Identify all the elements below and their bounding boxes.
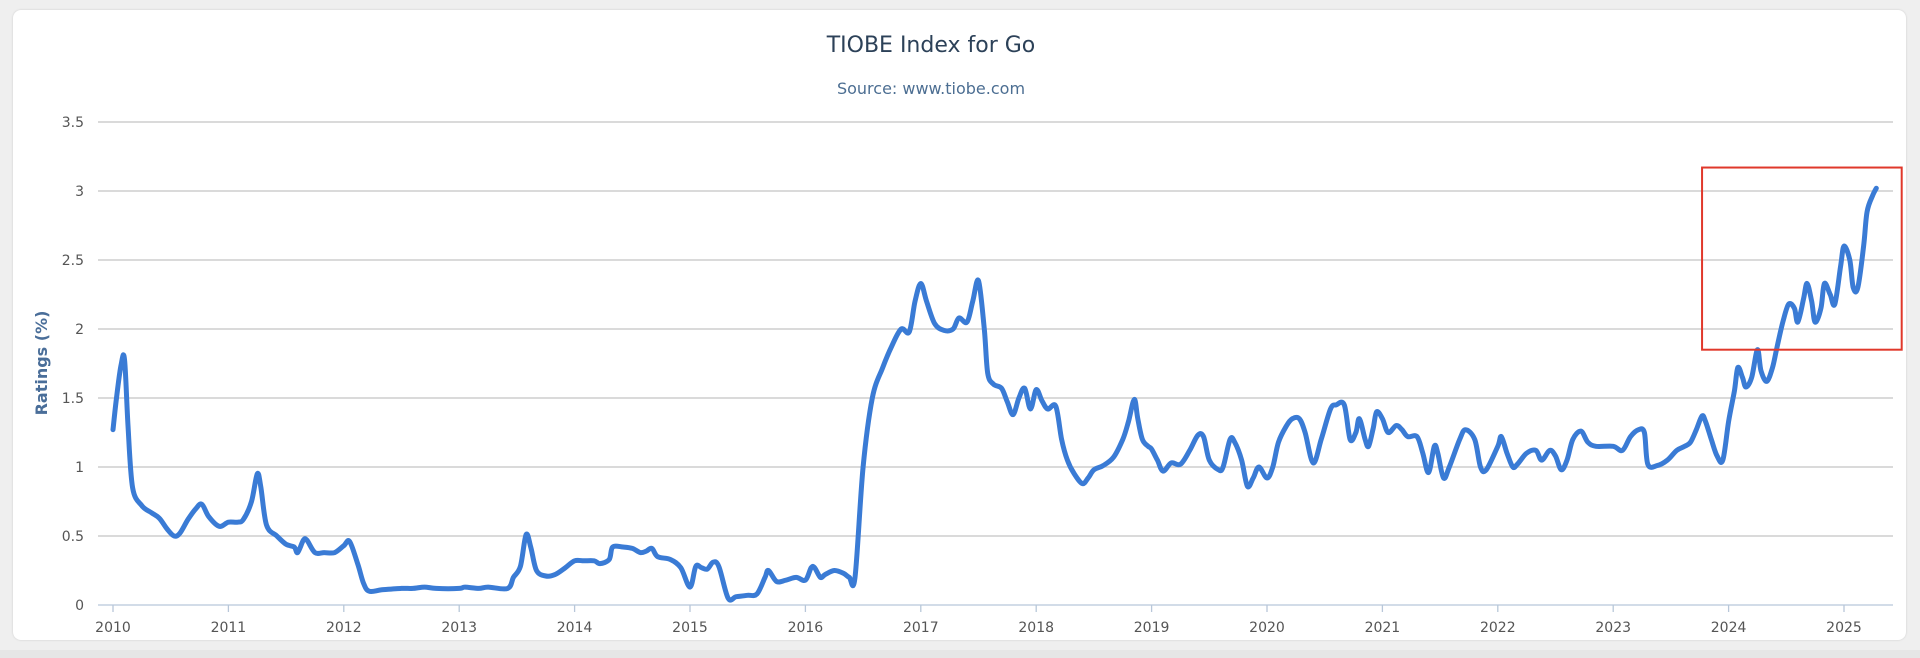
y-tick-label: 2 [75, 322, 84, 338]
x-tick-label: 2024 [1711, 620, 1747, 636]
y-tick-label: 1.5 [62, 391, 84, 407]
chart-title: TIOBE Index for Go [826, 33, 1036, 58]
x-axis-ticks: 2010 2011 2012 2013 2014 2015 2016 2017 2018 2019… [95, 605, 1862, 636]
highlight-layer [1701, 166, 1903, 351]
y-tick-label: 2.5 [62, 253, 84, 269]
x-tick-label: 2015 [672, 620, 708, 636]
x-tick-label: 2010 [95, 620, 131, 636]
x-tick-label: 2022 [1480, 620, 1516, 636]
gridlines [98, 121, 1893, 606]
x-tick-label: 2023 [1595, 620, 1631, 636]
x-tick-label: 2019 [1134, 620, 1170, 636]
y-tick-label: 0 [75, 598, 84, 614]
y-tick-label: 3.5 [62, 115, 84, 131]
x-tick-label: 2011 [211, 620, 247, 636]
x-tick-label: 2014 [557, 620, 593, 636]
series-layer [110, 185, 1879, 603]
y-tick-label: 3 [75, 184, 84, 200]
x-tick-label: 2012 [326, 620, 362, 636]
y-axis-ticks: 0 0.5 1 1.5 2 2.5 3 3.5 [62, 115, 84, 614]
x-tick-label: 2021 [1365, 620, 1401, 636]
series-line-go [110, 185, 1879, 603]
x-tick-label: 2025 [1826, 620, 1862, 636]
chart-card [13, 10, 1906, 640]
y-axis-label: Ratings (%) [32, 311, 51, 416]
highlight-box [1701, 166, 1903, 351]
window-bottom-edge [0, 650, 1920, 658]
x-tick-label: 2016 [788, 620, 824, 636]
x-tick-label: 2020 [1249, 620, 1285, 636]
x-tick-label: 2018 [1018, 620, 1054, 636]
y-tick-label: 1 [75, 460, 84, 476]
x-tick-label: 2017 [903, 620, 939, 636]
y-tick-label: 0.5 [62, 529, 84, 545]
chart-subtitle: Source: www.tiobe.com [837, 79, 1025, 98]
x-tick-label: 2013 [441, 620, 477, 636]
